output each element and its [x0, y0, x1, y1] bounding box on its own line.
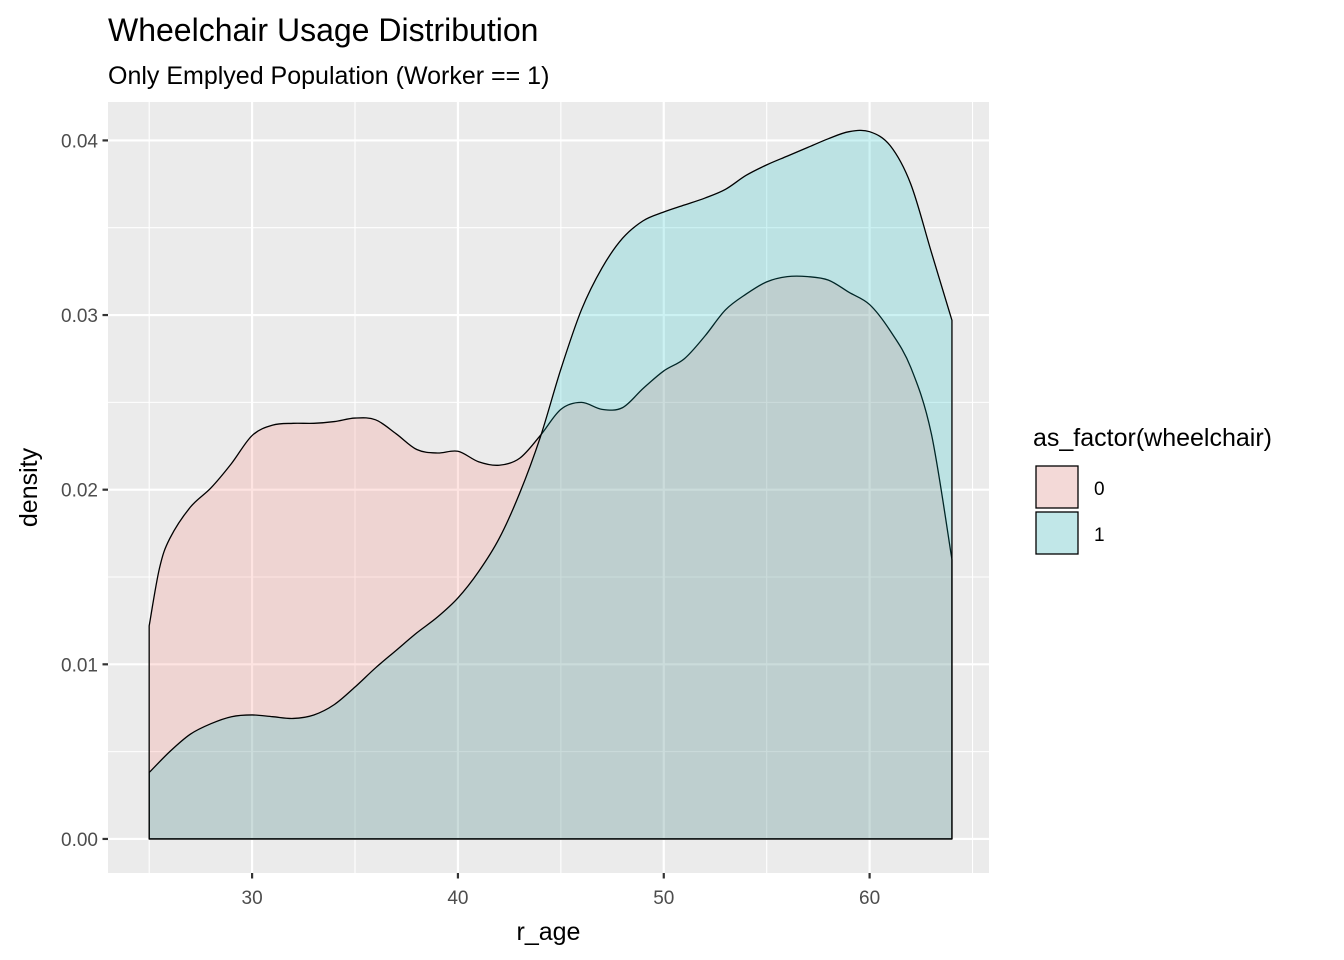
- legend-key-0: [1035, 465, 1079, 509]
- legend-key-bg: [1036, 466, 1078, 508]
- legend-label-0: 0: [1094, 479, 1105, 500]
- density-area-0: [148, 275, 953, 840]
- y-axis: 0.00 0.01 0.02 0.03 0.04: [61, 131, 108, 851]
- x-axis: 30 40 50 60: [242, 873, 880, 909]
- x-tick-label: 40: [447, 888, 468, 909]
- legend-label-1: 1: [1094, 525, 1105, 546]
- density-area-1: [148, 129, 953, 840]
- legend: as_factor(wheelchair) 0 1: [1033, 424, 1272, 555]
- y-tick-label: 0.03: [61, 306, 98, 327]
- grid-minor: [108, 102, 989, 873]
- chart-subtitle: Only Emplyed Population (Worker == 1): [108, 62, 549, 90]
- x-tick-label: 50: [653, 888, 674, 909]
- legend-title: as_factor(wheelchair): [1033, 424, 1272, 452]
- chart-title: Wheelchair Usage Distribution: [108, 12, 538, 48]
- y-tick-label: 0.00: [61, 830, 98, 851]
- y-axis-label: density: [15, 447, 43, 527]
- y-tick-label: 0.02: [61, 481, 98, 502]
- y-tick-label: 0.04: [61, 131, 98, 152]
- density-areas: [148, 129, 953, 840]
- plot-panel: [108, 102, 989, 873]
- x-tick-label: 30: [242, 888, 263, 909]
- legend-key-bg: [1036, 512, 1078, 554]
- x-tick-label: 60: [859, 888, 880, 909]
- y-tick-label: 0.01: [61, 655, 98, 676]
- x-axis-label: r_age: [517, 918, 581, 946]
- legend-key-1: [1035, 511, 1079, 555]
